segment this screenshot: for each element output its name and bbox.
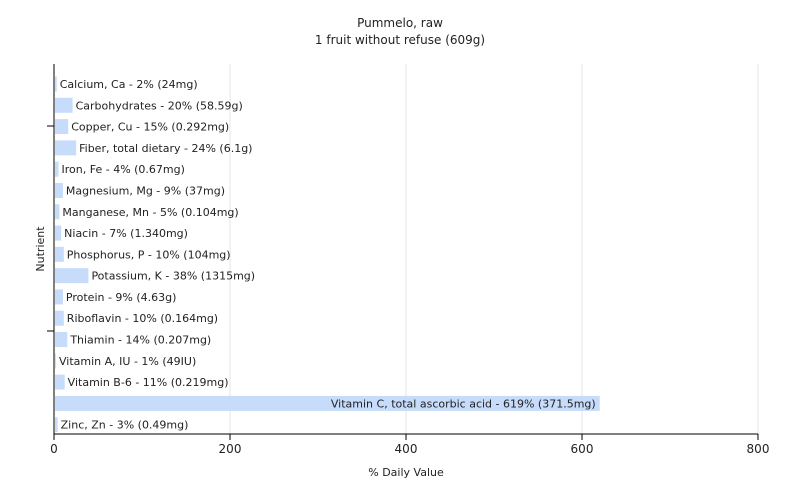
x-tick-label: 600 xyxy=(571,442,594,456)
bar-label: Iron, Fe - 4% (0.67mg) xyxy=(62,163,185,176)
bar xyxy=(55,353,56,369)
x-tick-label: 400 xyxy=(395,442,418,456)
bar xyxy=(55,332,68,348)
x-tick-label: 800 xyxy=(747,442,770,456)
chart-subtitle: 1 fruit without refuse (609g) xyxy=(315,33,485,47)
bar-label: Vitamin C, total ascorbic acid - 619% (3… xyxy=(331,397,596,410)
bar xyxy=(55,119,69,135)
bar xyxy=(55,204,60,220)
bar xyxy=(55,374,65,390)
bar xyxy=(55,289,63,305)
grid-lines xyxy=(229,64,759,434)
bar xyxy=(55,395,600,411)
bar xyxy=(55,161,59,177)
bar xyxy=(55,76,57,92)
bar xyxy=(55,310,64,326)
bar-label: Magnesium, Mg - 9% (37mg) xyxy=(66,184,225,197)
x-tick-label: 0 xyxy=(50,442,58,456)
x-tick-label: 200 xyxy=(219,442,242,456)
bar-label: Niacin - 7% (1.340mg) xyxy=(64,227,188,240)
bar-label: Potassium, K - 38% (1315mg) xyxy=(91,270,255,283)
bar-labels-group: Calcium, Ca - 2% (24mg) Carbohydrates - 2… xyxy=(59,78,596,432)
bar xyxy=(55,268,89,284)
bar xyxy=(55,417,58,433)
bar xyxy=(55,140,77,156)
bar-label: Fiber, total dietary - 24% (6.1g) xyxy=(79,142,252,155)
bar xyxy=(55,182,63,198)
bars-group xyxy=(55,76,600,433)
bar-label: Vitamin A, IU - 1% (49IU) xyxy=(59,355,196,368)
bar xyxy=(55,97,73,113)
bar-label: Phosphorus, P - 10% (104mg) xyxy=(67,248,231,261)
bar-label: Calcium, Ca - 2% (24mg) xyxy=(60,78,198,91)
bar-label: Riboflavin - 10% (0.164mg) xyxy=(67,312,218,325)
bar xyxy=(55,225,62,241)
bar-label: Thiamin - 14% (0.207mg) xyxy=(69,334,211,347)
x-axis-ticks: 0 200 400 600 800 xyxy=(50,434,769,456)
bar-label: Vitamin B-6 - 11% (0.219mg) xyxy=(68,376,229,389)
x-axis-label: % Daily Value xyxy=(368,466,444,479)
bar-label: Manganese, Mn - 5% (0.104mg) xyxy=(62,206,238,219)
bar-label: Carbohydrates - 20% (58.59g) xyxy=(76,99,243,112)
bar-label: Protein - 9% (4.63g) xyxy=(66,291,177,304)
y-axis-label: Nutrient xyxy=(34,226,47,272)
bar-label: Copper, Cu - 15% (0.292mg) xyxy=(71,121,229,134)
chart-title: Pummelo, raw xyxy=(357,16,443,30)
bar-label: Zinc, Zn - 3% (0.49mg) xyxy=(61,419,189,432)
bar xyxy=(55,246,64,262)
